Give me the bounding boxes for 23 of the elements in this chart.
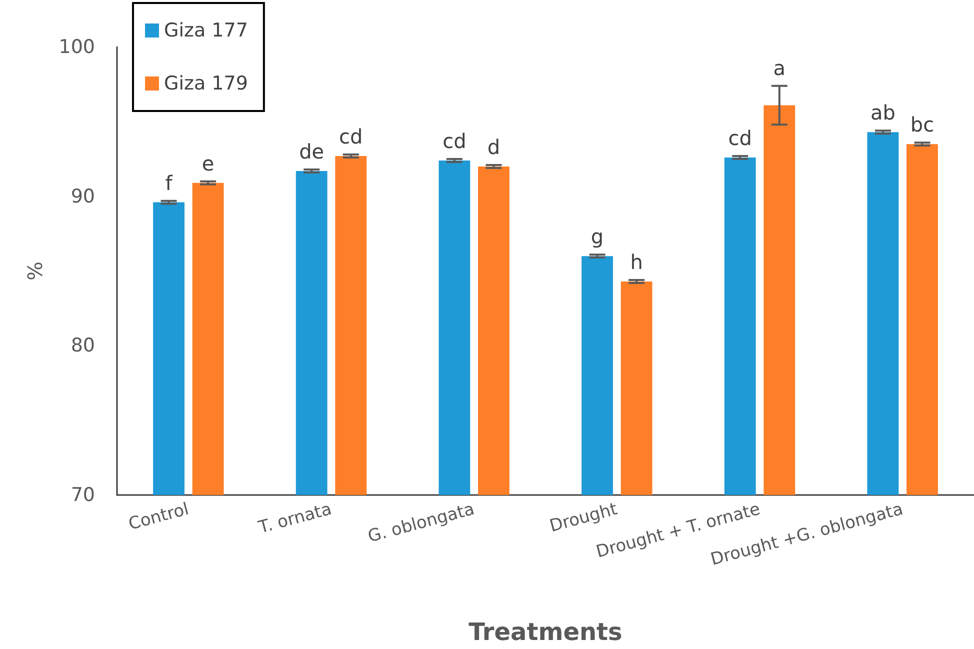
legend-label: Giza 179: [164, 72, 248, 94]
annotation: h: [630, 250, 643, 274]
x-axis-title: Treatments: [468, 618, 622, 646]
annotation: cd: [728, 126, 752, 150]
y-tick-label: 80: [70, 334, 95, 357]
annotation: g: [590, 224, 604, 249]
annotation: bc: [910, 112, 934, 137]
x-tick-label: Drought: [548, 499, 620, 537]
y-tick-label: 70: [70, 484, 95, 506]
annotation: ab: [870, 100, 896, 125]
y-tick-label: 90: [70, 185, 95, 208]
y-tick-label: 100: [58, 36, 95, 58]
x-tick-label: T. ornata: [256, 499, 334, 538]
y-axis-title: %: [23, 261, 47, 281]
legend-label: Giza 177: [164, 20, 248, 42]
annotation: cd: [442, 129, 466, 153]
annotation: de: [299, 139, 324, 164]
x-tick-label: Control: [126, 499, 192, 535]
annotation: a: [773, 56, 786, 80]
annotation: d: [487, 134, 500, 159]
annotation: cd: [339, 124, 363, 149]
annotation: f: [165, 170, 174, 195]
annotation: e: [202, 151, 214, 176]
